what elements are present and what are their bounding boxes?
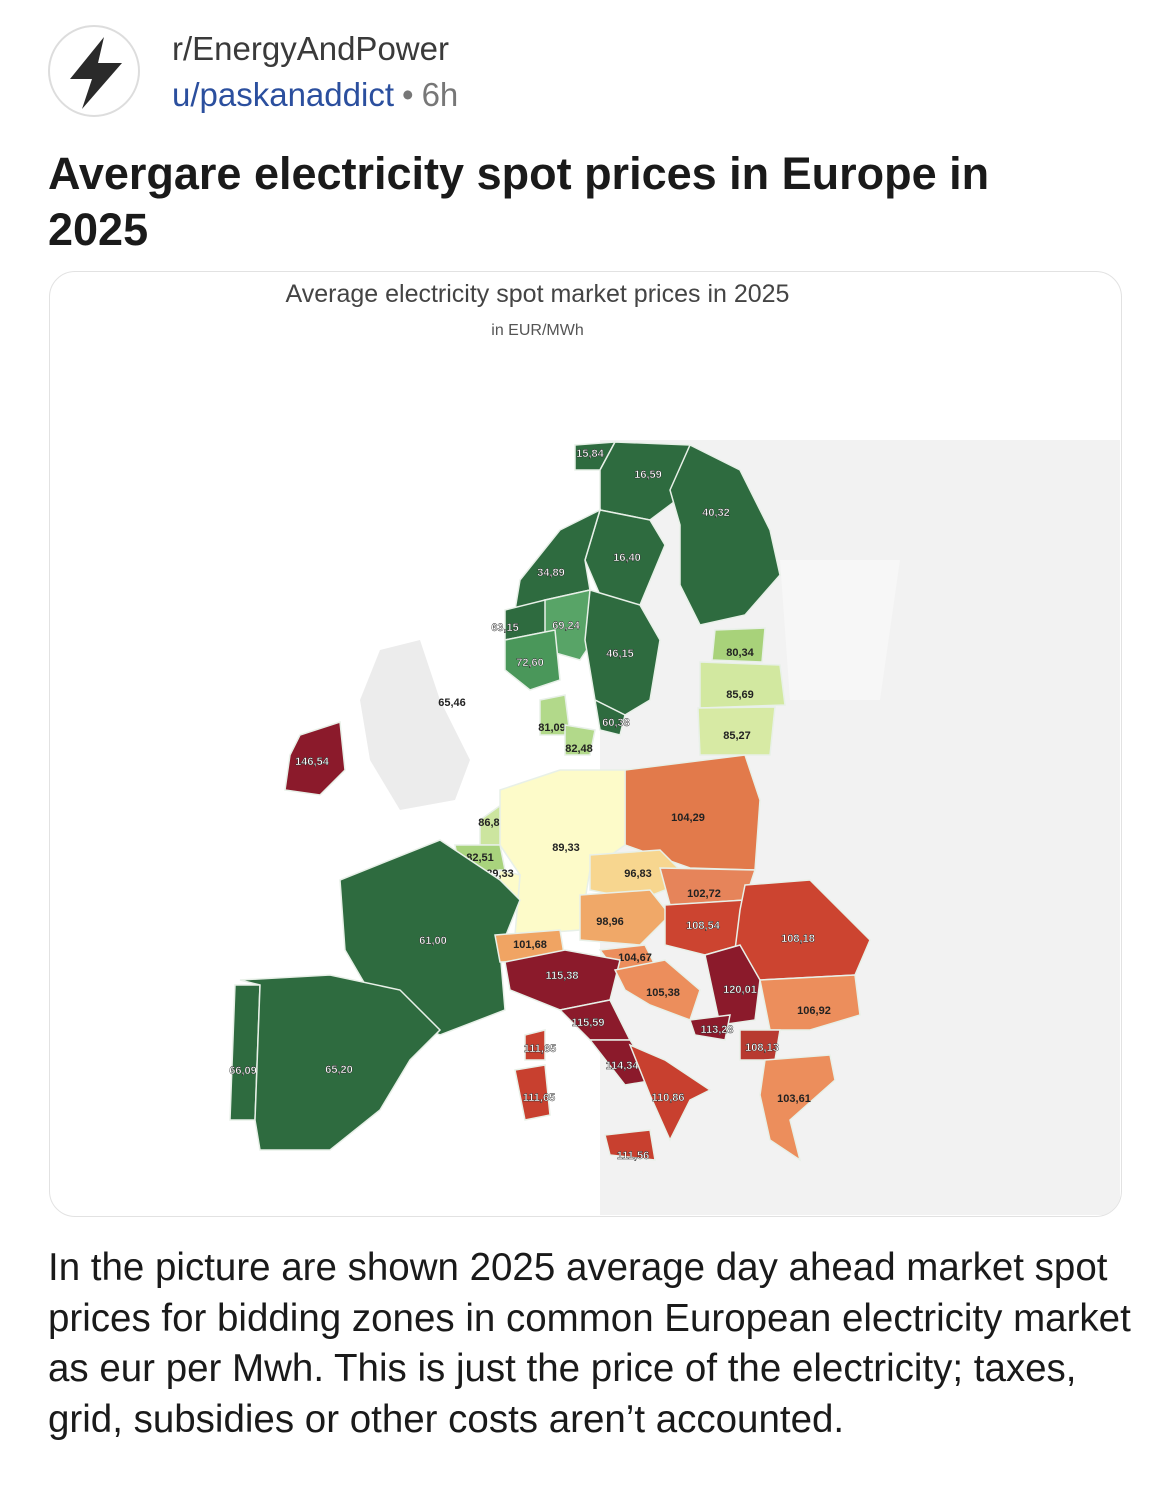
map-zone	[594, 698, 626, 736]
zone-price-label: 15,84	[576, 448, 604, 460]
map-title: Average electricity spot market prices i…	[285, 280, 790, 308]
post-meta: u/paskanaddict • 6h	[172, 76, 458, 114]
zone-price-label: 114,34	[605, 1060, 639, 1072]
zone-price-label: 81,09	[538, 722, 566, 734]
background-land	[780, 560, 900, 700]
map-zone	[711, 627, 766, 663]
zone-price-label: 115,59	[571, 1017, 604, 1029]
zone-price-label: 65,46	[438, 697, 466, 709]
zone-price-label: 16,59	[634, 469, 662, 481]
map-zone	[697, 706, 776, 756]
zone-price-label: 40,32	[702, 507, 730, 519]
map-subtitle: in EUR/MWh	[491, 322, 584, 339]
zone-price-label: 63,15	[491, 622, 519, 634]
lightning-bolt-icon	[70, 37, 122, 109]
map-zone	[628, 1043, 712, 1142]
map-zone	[704, 944, 761, 1026]
post-body: In the picture are shown 2025 average da…	[48, 1246, 1131, 1441]
map-zone	[759, 974, 861, 1031]
zone-price-label: 120,01	[723, 984, 757, 996]
zone-price-label: 110,86	[651, 1092, 684, 1104]
zone-price-label: 102,72	[687, 888, 721, 900]
zone-price-label: 111,65	[523, 1092, 555, 1104]
zone-price-label: 82,48	[565, 743, 593, 755]
map-zone	[688, 1014, 731, 1041]
zone-price-label: 98,96	[596, 916, 624, 928]
map-zone	[524, 1029, 546, 1061]
zone-price-label: 104,29	[671, 812, 705, 824]
author-link[interactable]: u/paskanaddict	[172, 76, 394, 113]
zone-price-label: 106,92	[797, 1005, 831, 1017]
zone-price-label: 60,38	[602, 717, 630, 729]
zone-price-label: 113,28	[700, 1024, 733, 1036]
zone-price-label: 66,09	[229, 1065, 257, 1077]
zone-price-label: 46,15	[606, 648, 634, 660]
zone-price-label: 111,56	[617, 1150, 649, 1162]
map-zone	[669, 443, 781, 626]
zone-price-label: 65,20	[325, 1064, 353, 1076]
zone-price-label: 85,69	[726, 689, 754, 701]
zone-price-label: 86,81	[478, 817, 506, 829]
zone-price-label: 34,89	[537, 567, 565, 579]
subreddit-name[interactable]: r/EnergyAndPower	[172, 30, 449, 67]
zone-price-label: 61,00	[419, 935, 447, 947]
separator: •	[402, 76, 414, 113]
map-zone	[504, 629, 561, 691]
map-zone	[239, 974, 442, 1151]
zone-price-label: 101,68	[513, 939, 547, 951]
map-zone	[584, 589, 661, 716]
zone-price-label: 108,13	[745, 1042, 779, 1054]
zone-price-label: 82,51	[466, 852, 494, 864]
post-image[interactable]: 15,84 16,59 40,32 16,40 34,89 63,15 69,24 72,60…	[49, 271, 1122, 1217]
zone-price-label: 104,67	[618, 952, 652, 964]
zone-price-label: 89,33	[552, 842, 580, 854]
subreddit-avatar[interactable]	[48, 25, 140, 117]
zone-price-label: 108,18	[781, 933, 815, 945]
europe-price-map: 15,84 16,59 40,32 16,40 34,89 63,15 69,24 72,60…	[229, 440, 1120, 1215]
map-zone	[699, 661, 786, 709]
post-title: Avergare electricity spot prices in Euro…	[48, 148, 990, 255]
zone-price-label: 69,24	[552, 620, 580, 632]
map-zone	[564, 724, 596, 756]
zone-price-label: 146,54	[295, 756, 330, 768]
post-age: 6h	[421, 76, 459, 113]
zone-price-label: 96,83	[624, 868, 652, 880]
zone-price-label: 108,54	[686, 920, 721, 932]
map-zone	[284, 721, 346, 796]
zone-price-label: 105,38	[646, 987, 680, 999]
zone-price-label: 85,27	[723, 730, 751, 742]
zone-price-label: 115,38	[545, 970, 578, 982]
zone-price-label: 16,40	[613, 552, 641, 564]
map-zone	[514, 1064, 551, 1121]
map-zone	[604, 1129, 656, 1161]
map-zone	[579, 889, 672, 946]
zone-price-label: 80,34	[726, 647, 754, 659]
zone-price-label: 72,60	[516, 657, 544, 669]
zone-price-label: 103,61	[777, 1093, 811, 1105]
uk-land	[360, 640, 470, 810]
zone-price-label: 111,65	[524, 1043, 556, 1055]
map-zone	[759, 1054, 836, 1162]
